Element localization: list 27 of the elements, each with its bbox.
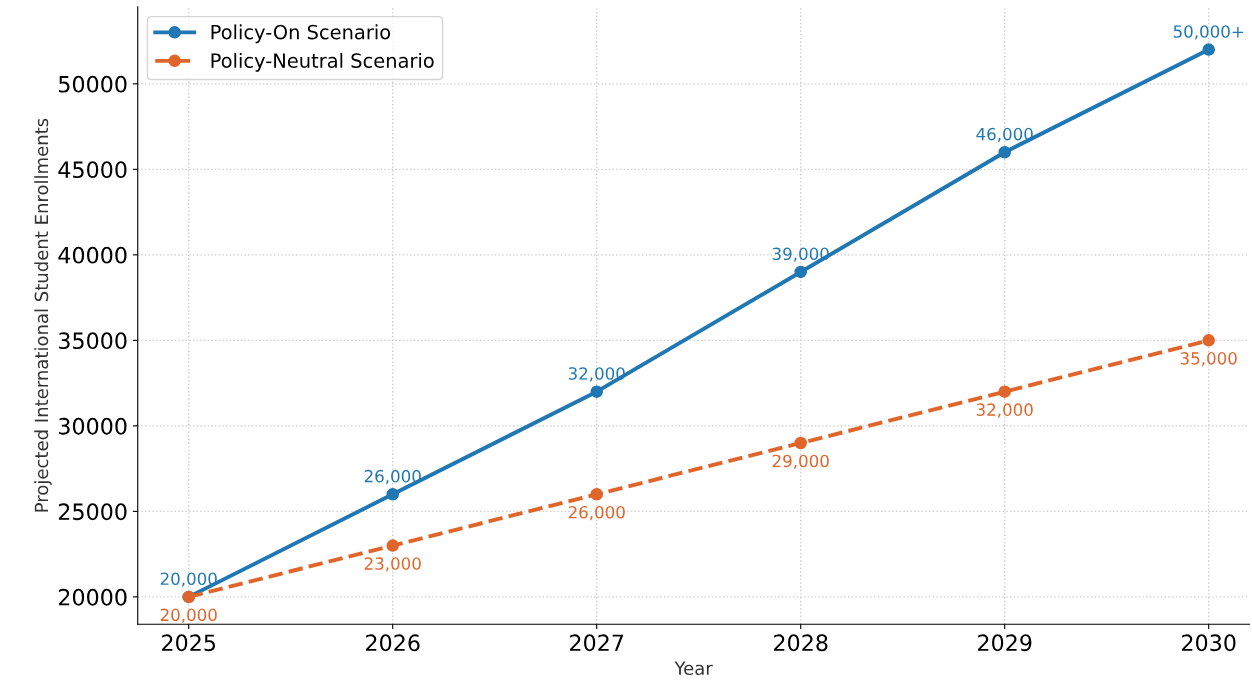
y-axis-title: Projected International Student Enrollments <box>34 118 52 512</box>
data-label: 46,000 <box>976 127 1033 143</box>
y-tick-label: 50000 <box>59 75 127 93</box>
x-axis-title: Year <box>674 661 713 676</box>
x-tick-label: 2028 <box>774 634 828 652</box>
data-label: 20,000 <box>160 608 217 623</box>
y-tick-label: 25000 <box>58 503 127 521</box>
x-tick-label: 2025 <box>162 634 216 652</box>
data-label: 29,000 <box>772 454 829 469</box>
y-tick-label: 45000 <box>58 161 127 179</box>
y-tick-label: 20000 <box>58 588 127 606</box>
data-label: 26,000 <box>364 469 421 485</box>
y-tick-label: 35000 <box>59 332 127 350</box>
y-tick-label: 30000 <box>59 417 127 435</box>
data-label: 20,000 <box>160 572 217 587</box>
x-tick-label: 2027 <box>570 634 624 652</box>
x-tick-label: 2030 <box>1182 634 1236 652</box>
x-tick-label: 2026 <box>366 634 420 652</box>
legend-label: Policy-Neutral Scenario <box>211 52 434 72</box>
data-label: 50,000+ <box>1173 25 1244 40</box>
legend-label: Policy-On Scenario <box>211 24 391 44</box>
data-label: 26,000 <box>568 505 625 521</box>
data-label: 35,000 <box>1180 352 1237 367</box>
x-tick-label: 2029 <box>978 634 1032 652</box>
data-label: 23,000 <box>364 557 421 572</box>
data-label: 32,000 <box>976 403 1033 418</box>
y-tick-label: 40000 <box>58 246 127 264</box>
